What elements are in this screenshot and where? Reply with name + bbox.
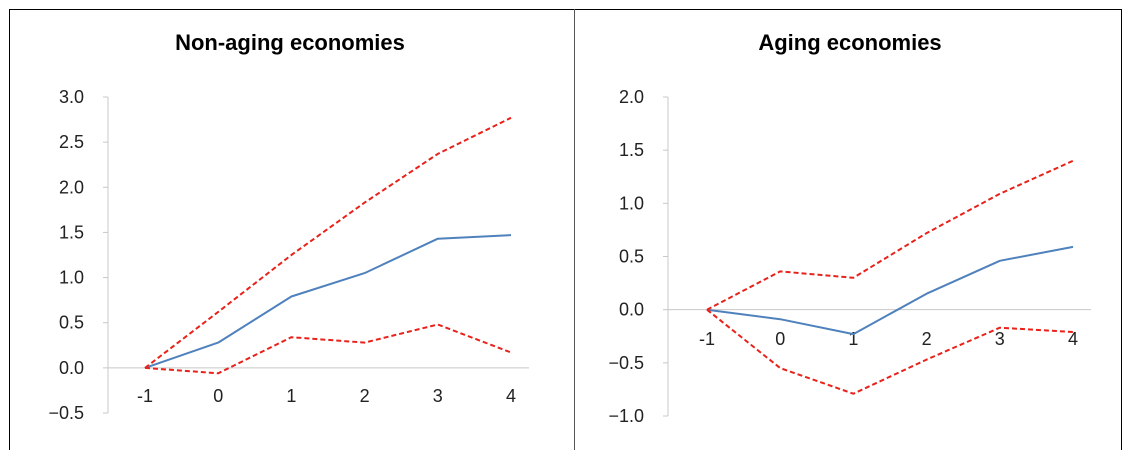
aging-y-tick-label: 0.5 bbox=[619, 247, 644, 267]
non-aging-y-tick-label: 0.0 bbox=[59, 358, 84, 378]
aging-series-lower bbox=[706, 308, 1074, 395]
non-aging-series-upper bbox=[144, 116, 512, 369]
non-aging-y-tick-label: 0.5 bbox=[59, 313, 84, 333]
aging-x-tick-label: -1 bbox=[699, 329, 715, 349]
aging-x-tick-label: 4 bbox=[1068, 329, 1078, 349]
aging-x-tick-label: 1 bbox=[848, 329, 858, 349]
aging-x-tick-label: 2 bbox=[922, 329, 932, 349]
non-aging-y-tick-label: 1.5 bbox=[59, 222, 84, 242]
aging-y-tick-label: 1.0 bbox=[619, 193, 644, 213]
non-aging-x-tick-label: -1 bbox=[137, 386, 153, 406]
aging-x-tick-label: 0 bbox=[775, 329, 785, 349]
panel-divider bbox=[574, 9, 575, 450]
aging-y-tick-label: 0.0 bbox=[619, 300, 644, 320]
aging-y-tick-label: 1.5 bbox=[619, 140, 644, 160]
chart-title-aging: Aging economies bbox=[758, 30, 942, 55]
non-aging-x-tick-label: 2 bbox=[360, 386, 370, 406]
aging-y-tick-label: −0.5 bbox=[608, 353, 644, 373]
aging-y-tick-label: 2.0 bbox=[619, 87, 644, 107]
non-aging-x-tick-label: 3 bbox=[433, 386, 443, 406]
non-aging-x-tick-label: 0 bbox=[213, 386, 223, 406]
non-aging-y-tick-label: 2.5 bbox=[59, 132, 84, 152]
non-aging-y-tick-label: −0.5 bbox=[48, 403, 84, 423]
non-aging-y-tick-label: 2.0 bbox=[59, 177, 84, 197]
chart-title-non-aging: Non-aging economies bbox=[175, 30, 405, 55]
aging-y-tick-label: −1.0 bbox=[608, 406, 644, 426]
non-aging-y-tick-label: 1.0 bbox=[59, 268, 84, 288]
aging-x-tick-label: 3 bbox=[995, 329, 1005, 349]
aging-series-upper bbox=[706, 159, 1074, 311]
non-aging-x-tick-label: 4 bbox=[506, 386, 516, 406]
non-aging-y-tick-label: 3.0 bbox=[59, 87, 84, 107]
aging-series-estimate bbox=[706, 245, 1074, 336]
non-aging-series-estimate bbox=[144, 234, 512, 369]
non-aging-series-lower bbox=[144, 323, 512, 375]
figure-frame bbox=[9, 9, 1122, 450]
non-aging-x-tick-label: 1 bbox=[286, 386, 296, 406]
